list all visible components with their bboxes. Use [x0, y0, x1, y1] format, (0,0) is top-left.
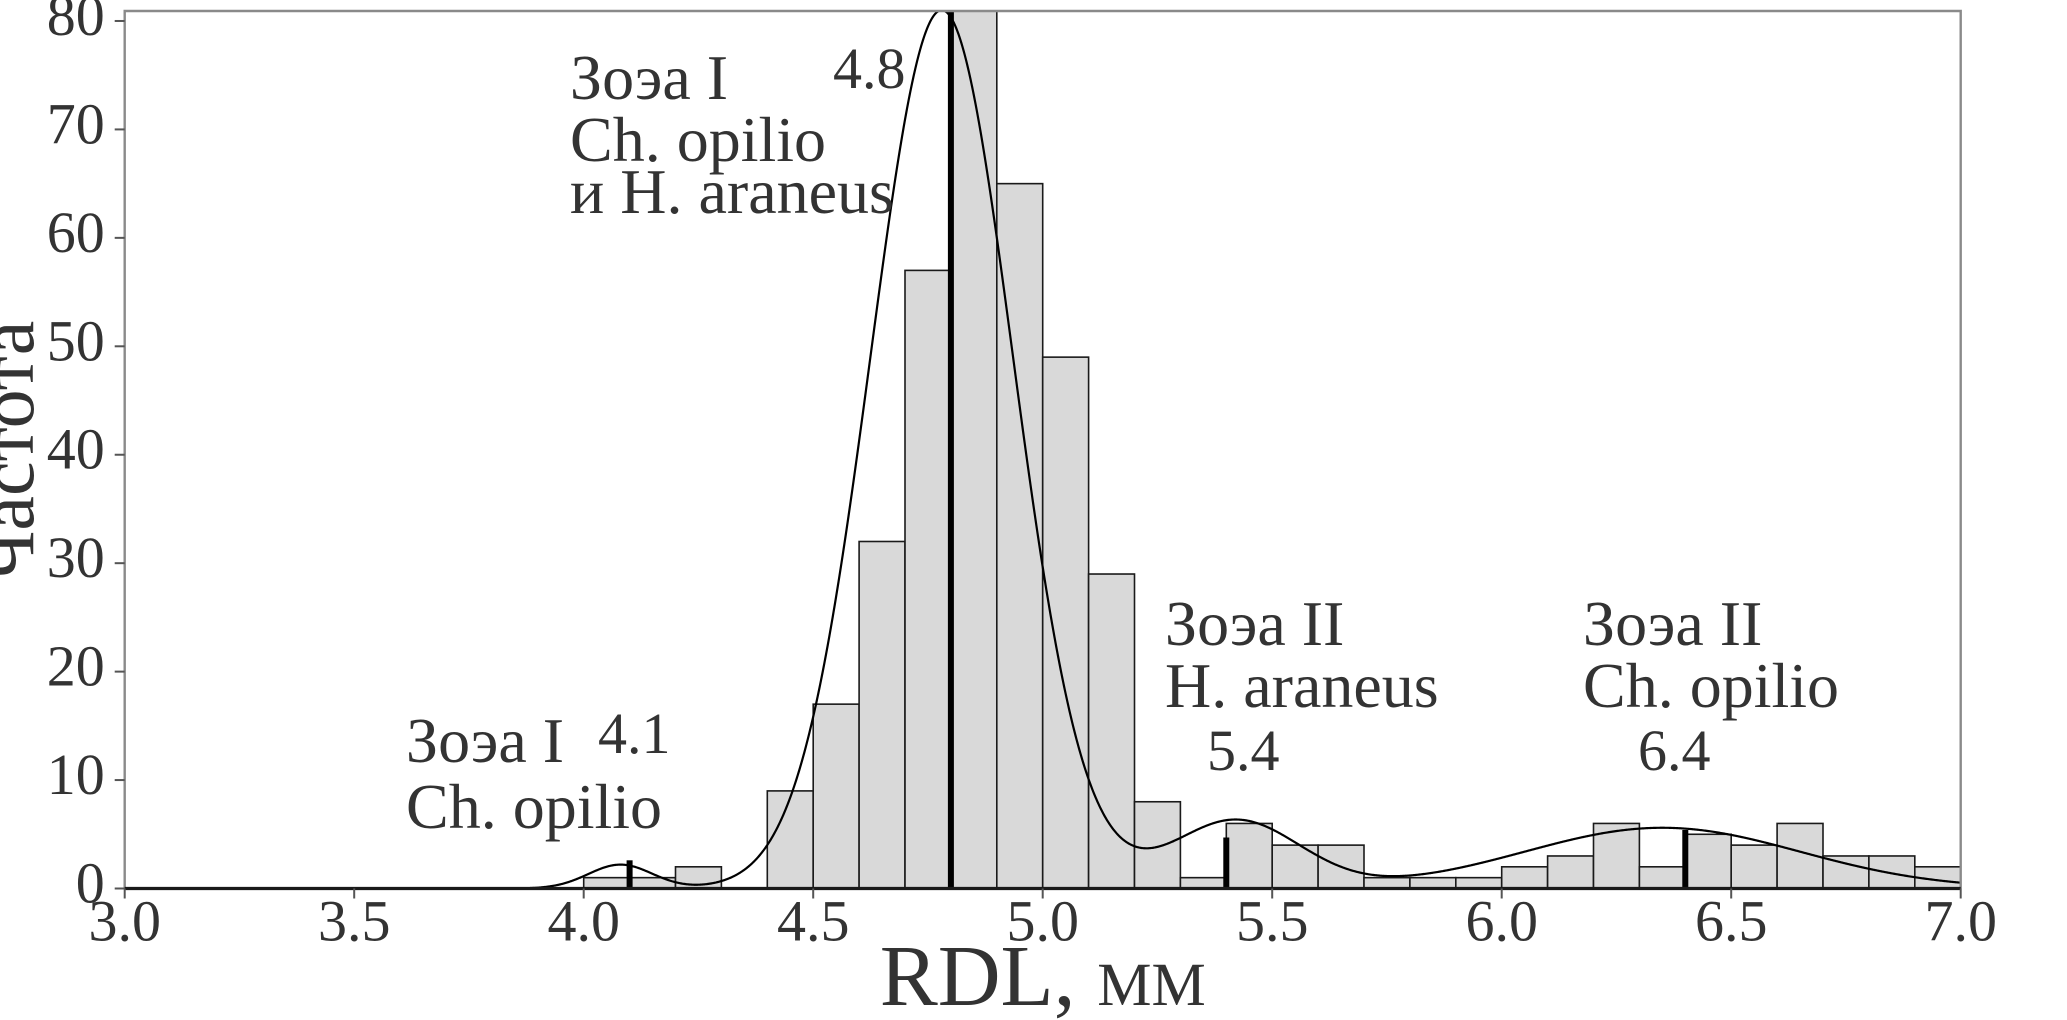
svg-text:3.5: 3.5	[318, 889, 391, 954]
svg-text:4.0: 4.0	[547, 889, 620, 954]
svg-text:30: 30	[47, 525, 105, 590]
svg-text:10: 10	[47, 742, 105, 807]
svg-text:Зоэа II: Зоэа II	[1165, 588, 1344, 659]
svg-text:20: 20	[47, 634, 105, 699]
svg-text:0: 0	[76, 851, 105, 916]
svg-text:50: 50	[47, 308, 105, 373]
svg-text:RDL, мм: RDL, мм	[880, 927, 1206, 1020]
svg-text:70: 70	[47, 91, 105, 156]
svg-text:Ch. opilio: Ch. opilio	[406, 771, 662, 842]
svg-text:80: 80	[47, 0, 105, 48]
svg-text:Зоэа II: Зоэа II	[1583, 588, 1762, 659]
svg-text:H. araneus: H. araneus	[1165, 650, 1439, 721]
svg-text:Зоэа I: Зоэа I	[406, 705, 564, 776]
svg-text:4.5: 4.5	[777, 889, 850, 954]
svg-text:и H. araneus: и H. araneus	[570, 156, 894, 227]
svg-text:60: 60	[47, 200, 105, 265]
svg-text:6.0: 6.0	[1465, 889, 1538, 954]
svg-text:5.4: 5.4	[1207, 718, 1280, 783]
svg-text:40: 40	[47, 417, 105, 482]
svg-text:Частота: Частота	[0, 321, 50, 582]
svg-text:4.8: 4.8	[833, 36, 906, 101]
svg-text:Зоэа I: Зоэа I	[570, 42, 728, 113]
svg-text:5.5: 5.5	[1236, 889, 1309, 954]
svg-text:7.0: 7.0	[1924, 889, 1997, 954]
svg-text:6.5: 6.5	[1695, 889, 1768, 954]
svg-text:6.4: 6.4	[1638, 718, 1711, 783]
svg-text:4.1: 4.1	[598, 701, 671, 766]
svg-text:Ch. opilio: Ch. opilio	[1583, 650, 1839, 721]
